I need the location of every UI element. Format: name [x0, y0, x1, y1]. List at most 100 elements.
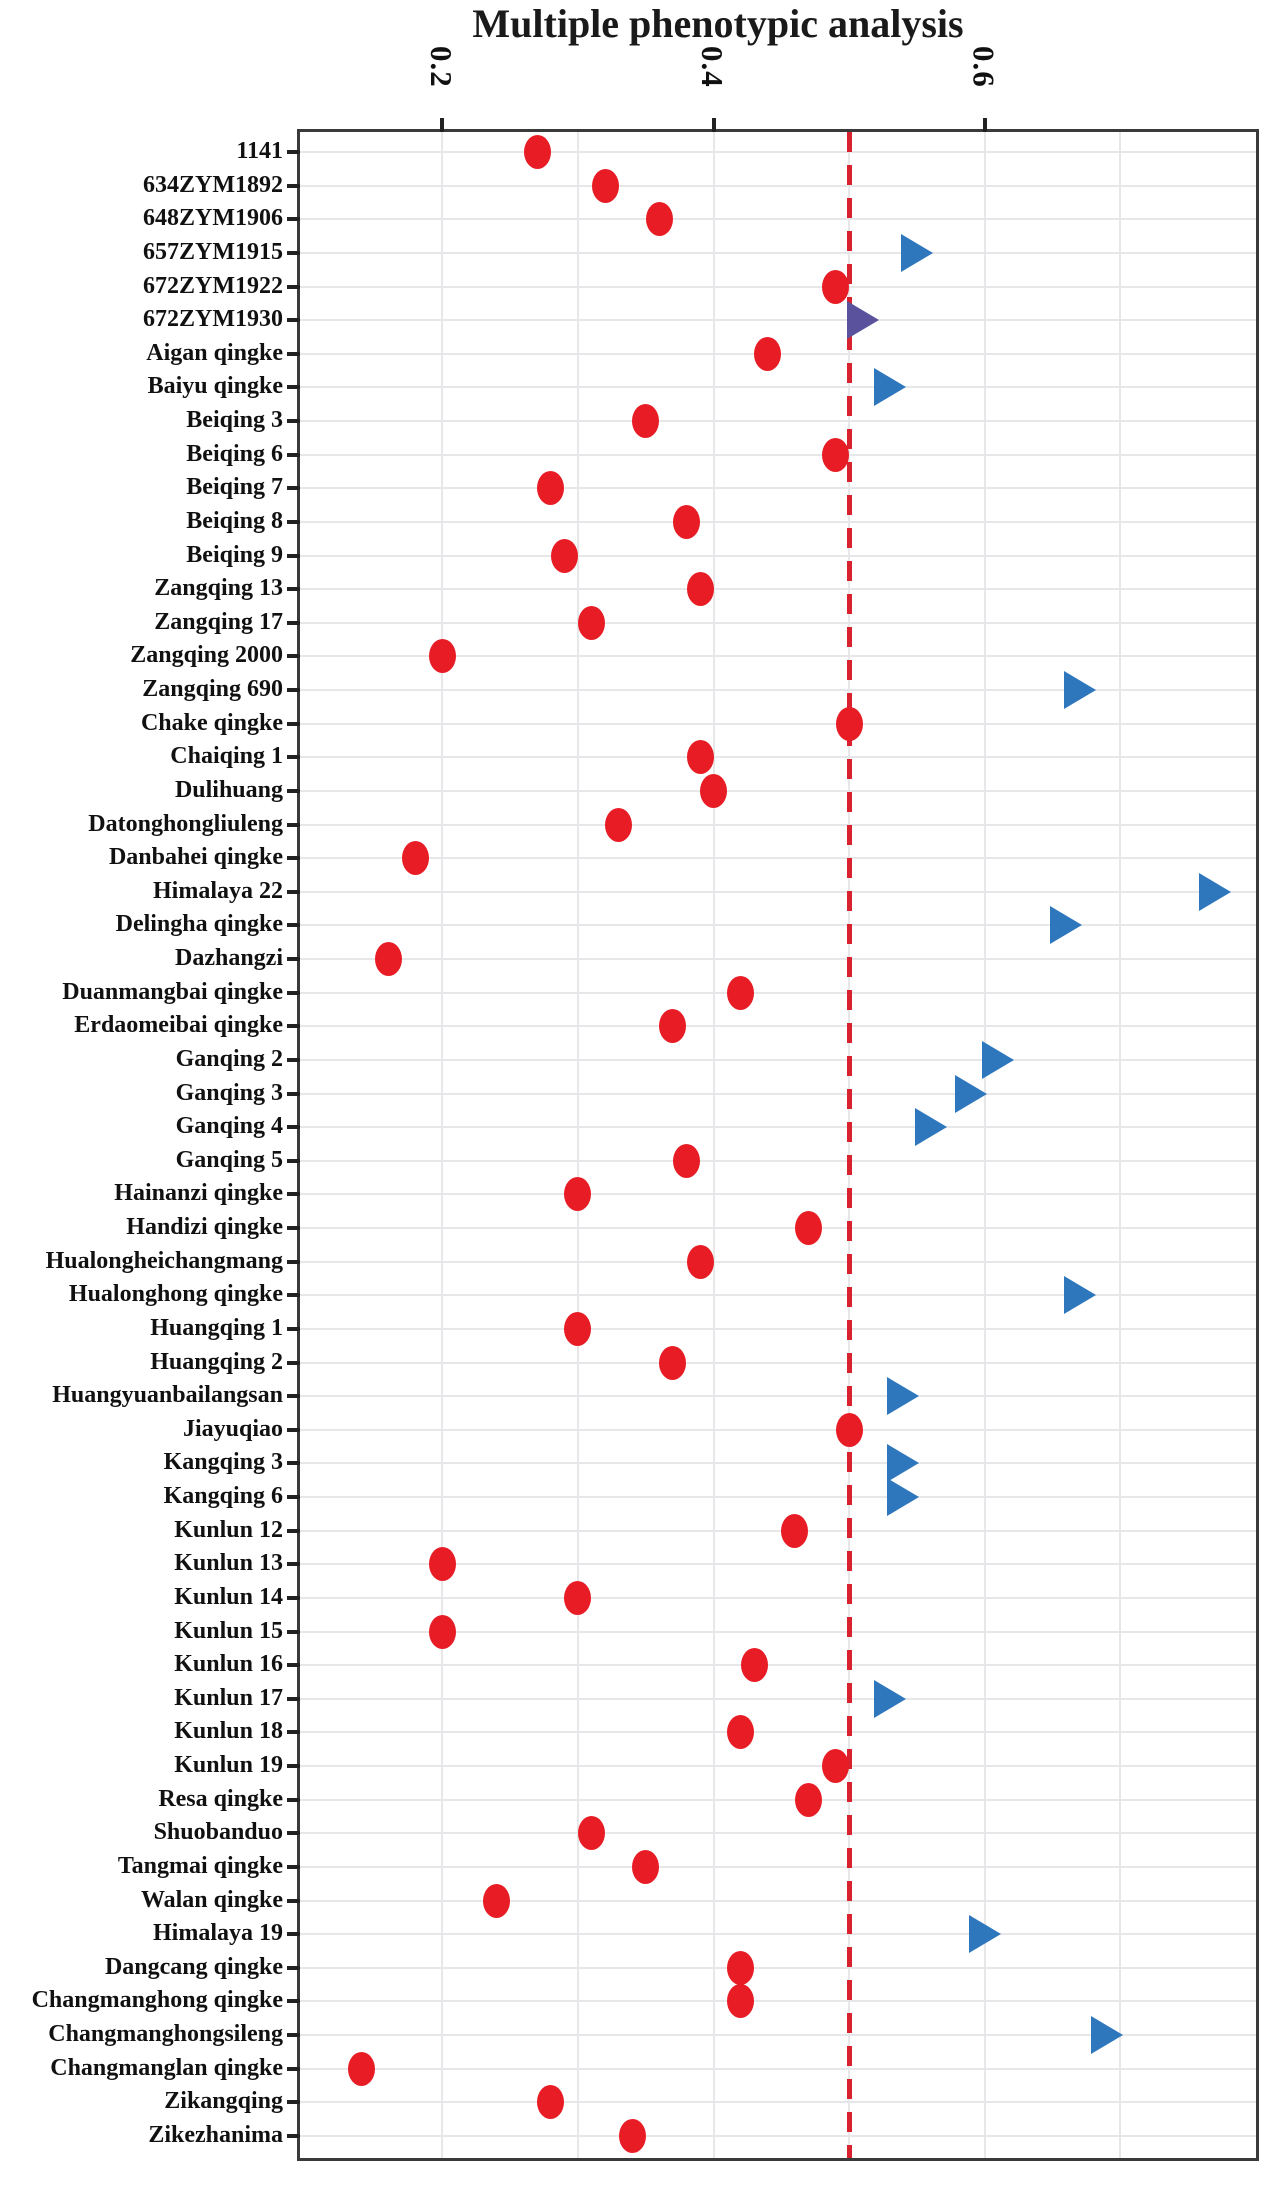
y-axis-tick [287, 889, 300, 894]
y-axis-tick [287, 721, 300, 726]
y-axis-tick [287, 1898, 300, 1903]
y-axis-tick [287, 250, 300, 255]
horizontal-gridline [300, 2000, 1256, 2003]
data-point-triangle-marker [1063, 1276, 1096, 1315]
y-axis-label: Danbahei qingke [108, 844, 283, 871]
y-axis-label: 672ZYM1930 [143, 306, 283, 333]
y-axis-label: 657ZYM1915 [143, 238, 283, 265]
y-axis-label: Delingha qingke [115, 911, 283, 938]
horizontal-gridline [300, 655, 1256, 658]
y-axis-tick [287, 385, 300, 390]
vertical-gridline [441, 132, 444, 2158]
horizontal-gridline [300, 1126, 1256, 1129]
horizontal-gridline [300, 1159, 1256, 1162]
horizontal-gridline [300, 151, 1256, 153]
horizontal-gridline [300, 689, 1256, 692]
y-axis-tick [287, 1528, 300, 1533]
data-point-circle-marker [727, 1715, 755, 1750]
data-point-circle-marker [537, 471, 565, 506]
y-axis-tick [287, 957, 300, 962]
y-axis-label: Erdaomeibai qingke [74, 1012, 283, 1039]
y-axis-label: Aigan qingke [146, 339, 283, 366]
y-axis-tick [287, 1629, 300, 1634]
data-point-circle-marker [727, 1984, 755, 2019]
horizontal-gridline [300, 420, 1256, 423]
y-axis-tick [287, 1125, 300, 1130]
horizontal-gridline [300, 1899, 1256, 1902]
data-point-circle-marker [347, 2051, 375, 2086]
y-axis-tick [287, 1495, 300, 1500]
y-axis-label: Kunlun 16 [174, 1651, 283, 1678]
horizontal-gridline [300, 756, 1256, 759]
y-axis-tick [287, 1965, 300, 1970]
plot-area [297, 129, 1259, 2161]
horizontal-gridline [300, 1361, 1256, 1364]
chart-title: Multiple phenotypic analysis [472, 1, 964, 46]
y-axis-tick [287, 1192, 300, 1197]
y-axis-label: Chake qingke [140, 709, 283, 736]
y-axis-tick [287, 923, 300, 928]
y-axis-tick [287, 351, 300, 356]
horizontal-gridline [300, 2135, 1256, 2137]
data-point-circle-marker [835, 1412, 863, 1447]
y-axis-label: Tangmai qingke [117, 1852, 283, 1879]
horizontal-gridline [300, 1260, 1256, 1263]
data-point-triangle-marker [1090, 2016, 1123, 2055]
y-axis-tick [287, 1831, 300, 1836]
y-axis-tick [287, 1326, 300, 1331]
data-point-triangle-marker [873, 1679, 906, 1718]
y-axis-tick [287, 788, 300, 793]
y-axis-label: Kunlun 13 [174, 1550, 283, 1577]
y-axis-label: Ganqing 3 [175, 1079, 283, 1106]
y-axis-tick [287, 419, 300, 424]
y-axis-tick [287, 318, 300, 323]
y-axis-label: Handizi qingke [126, 1214, 283, 1241]
x-axis-tick-label: 0.4 [695, 46, 731, 88]
data-point-triangle-marker [914, 1108, 947, 1147]
horizontal-gridline [300, 823, 1256, 826]
y-axis-label: Huangyuanbailangsan [52, 1382, 283, 1409]
vertical-gridline [712, 132, 715, 2158]
horizontal-gridline [300, 1966, 1256, 1969]
y-axis-tick [287, 1663, 300, 1668]
horizontal-gridline [300, 857, 1256, 860]
y-axis-label: Beiqing 7 [186, 474, 283, 501]
y-axis-label: Dazhangzi [175, 945, 283, 972]
data-point-circle-marker [632, 404, 660, 439]
y-axis-tick [287, 1595, 300, 1600]
y-axis-tick [287, 1259, 300, 1264]
y-axis-tick [287, 1226, 300, 1231]
horizontal-gridline [300, 1395, 1256, 1398]
y-axis-tick [287, 587, 300, 592]
horizontal-gridline [300, 1765, 1256, 1768]
data-point-triangle-marker [982, 1040, 1015, 1079]
y-axis-label: Kunlun 17 [174, 1684, 283, 1711]
horizontal-gridline [300, 1294, 1256, 1297]
y-axis-tick [287, 2100, 300, 2105]
y-axis-tick [287, 2033, 300, 2038]
y-axis-tick [287, 1057, 300, 1062]
horizontal-gridline [300, 386, 1256, 389]
y-axis-label: Zangqing 2000 [130, 642, 283, 669]
y-axis-label: Changmanglan qingke [50, 2054, 283, 2081]
y-axis-label: Zangqing 690 [142, 675, 283, 702]
data-point-circle-marker [740, 1648, 768, 1683]
y-axis-label: Duanmangbai qingke [62, 978, 283, 1005]
data-point-circle-marker [578, 605, 606, 640]
y-axis-label: Kunlun 12 [174, 1516, 283, 1543]
horizontal-gridline [300, 1697, 1256, 1700]
data-point-circle-marker [659, 1009, 687, 1044]
x-axis-tick [440, 118, 445, 132]
y-axis-tick [287, 1091, 300, 1096]
data-point-triangle-marker [1199, 872, 1232, 911]
data-point-circle-marker [795, 1211, 822, 1246]
horizontal-gridline [300, 1529, 1256, 1532]
vertical-gridline [983, 132, 986, 2158]
y-axis-label: Ganqing 5 [175, 1146, 283, 1173]
y-axis-label: Huangqing 1 [150, 1314, 283, 1341]
horizontal-gridline [300, 890, 1256, 893]
vertical-gridline [1119, 132, 1122, 2158]
y-axis-label: Beiqing 9 [186, 541, 283, 568]
horizontal-gridline [300, 1664, 1256, 1667]
data-point-circle-marker [645, 202, 673, 237]
